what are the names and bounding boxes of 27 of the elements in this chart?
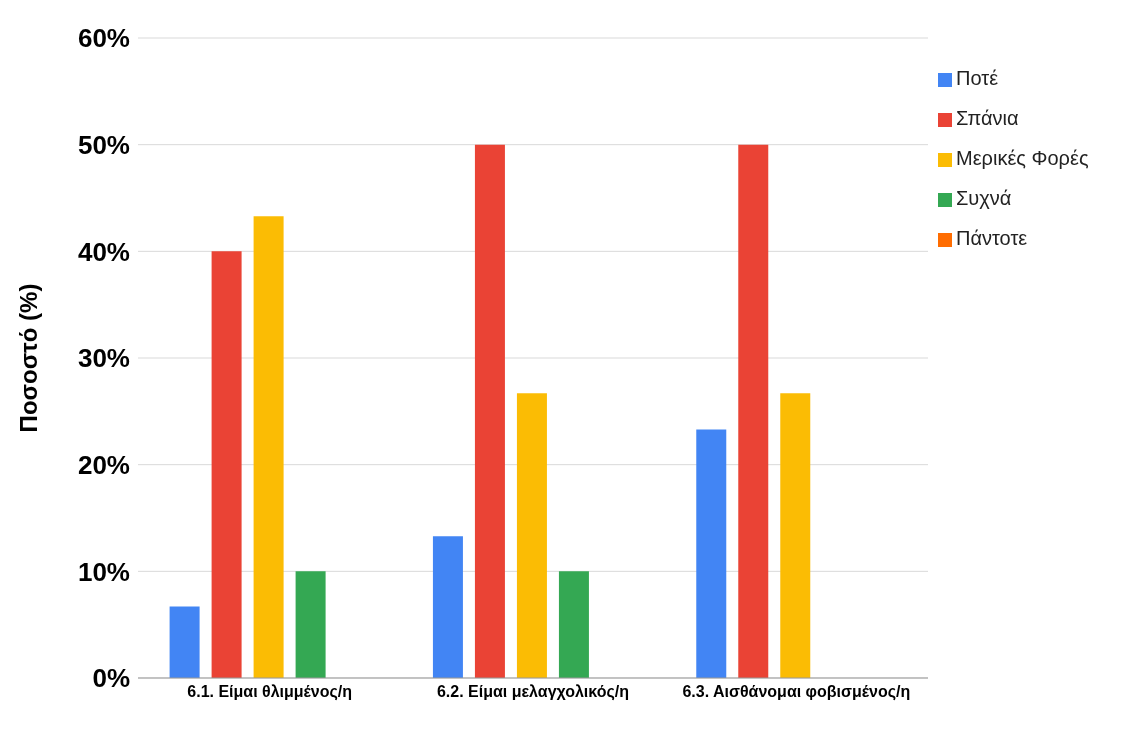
y-tick-label: 40%: [77, 236, 130, 267]
y-tick-label: 60%: [77, 23, 130, 54]
bar: [516, 393, 547, 678]
x-tick-label: 6.1. Είμαι θλιμμένος/η: [187, 683, 353, 702]
bar: [432, 536, 463, 678]
y-tick-label: 30%: [77, 343, 130, 374]
bar: [558, 571, 589, 678]
y-tick-label: 20%: [77, 449, 130, 480]
x-tick-label: 6.2. Είμαι μελαγχολικός/η: [436, 683, 630, 702]
bar: [253, 216, 284, 678]
legend-label: Σπάνια: [956, 107, 1019, 129]
bar: [295, 571, 326, 678]
bar: [780, 393, 811, 678]
bar: [696, 429, 727, 678]
bar: [169, 606, 200, 678]
bar: [738, 144, 769, 678]
legend-label: Ποτέ: [956, 67, 999, 89]
legend-label: Συχνά: [956, 187, 1012, 209]
bar: [211, 251, 242, 678]
y-tick-label: 10%: [77, 556, 130, 587]
y-axis-title: Ποσοστό (%): [14, 283, 42, 433]
bar: [474, 144, 505, 678]
x-tick-label: 6.3. Αισθάνομαι φοβισμένος/η: [682, 683, 911, 702]
y-tick-label: 0%: [92, 663, 130, 694]
legend-label: Μερικές Φορές: [956, 147, 1089, 169]
legend-label: Πάντοτε: [956, 227, 1028, 249]
y-tick-label: 50%: [77, 129, 130, 160]
